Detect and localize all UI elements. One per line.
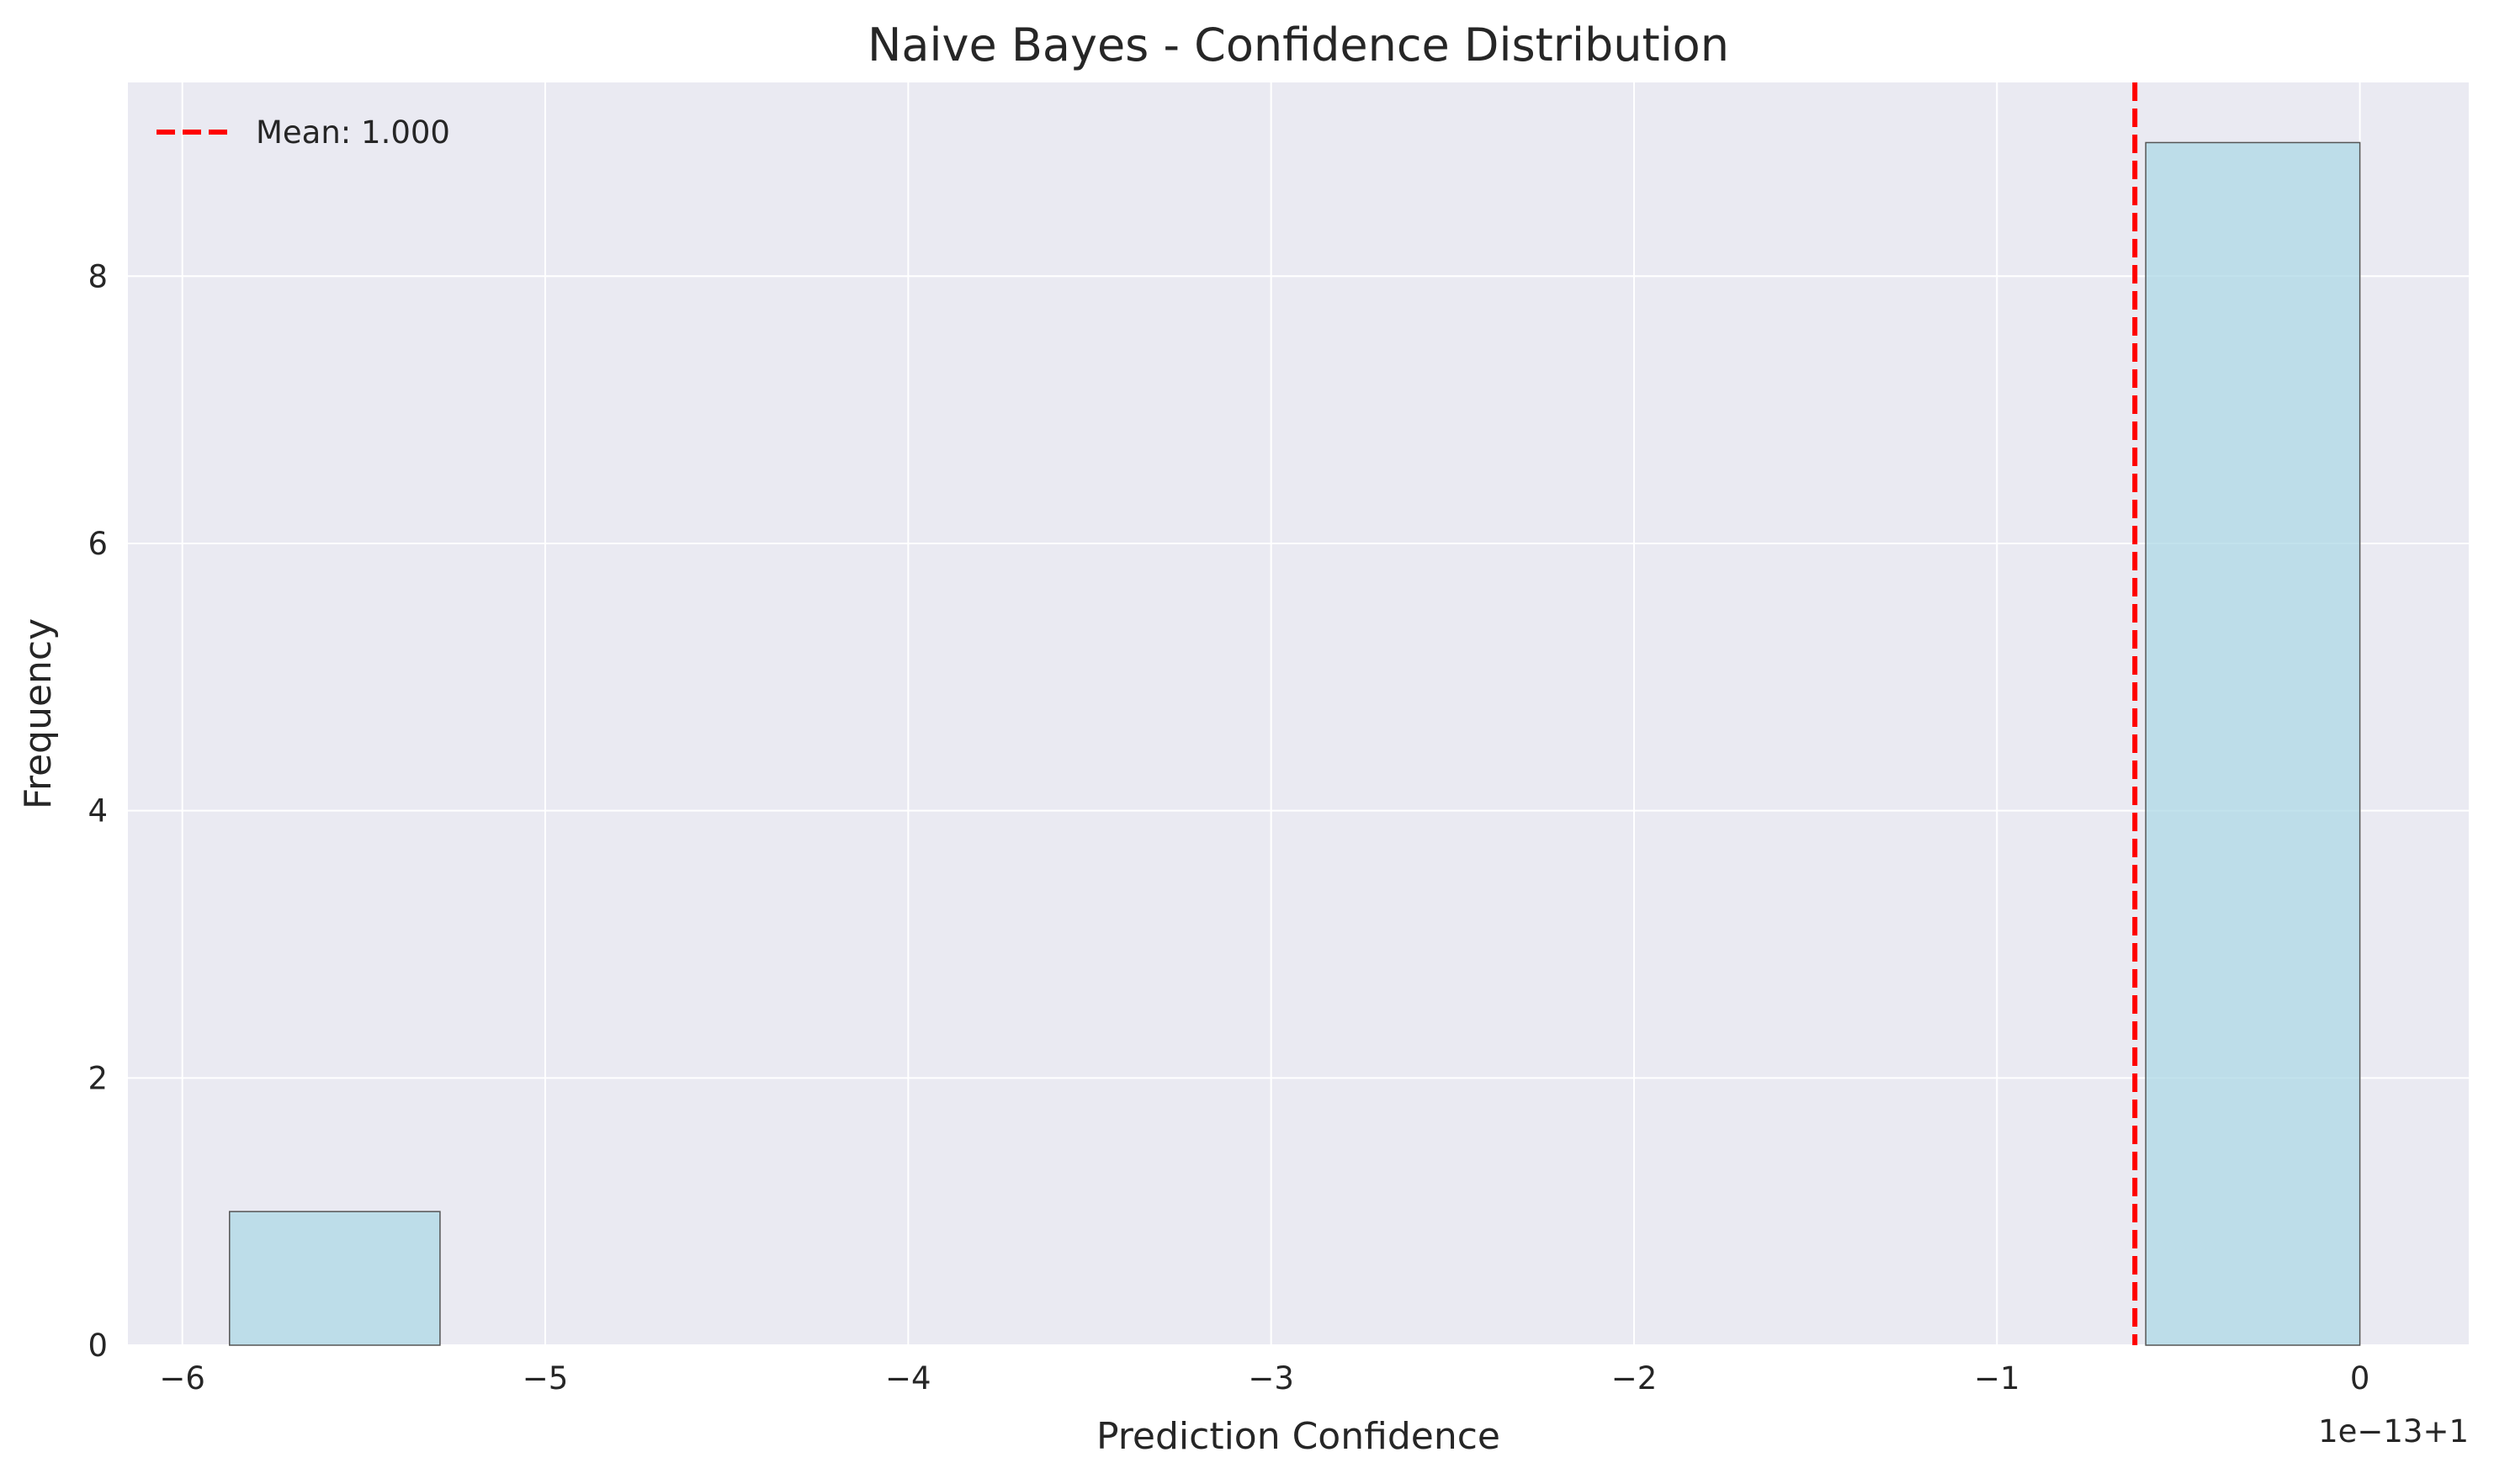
legend: Mean: 1.000	[157, 114, 450, 151]
y-tick-label: 2	[88, 1060, 108, 1096]
x-tick-label: −2	[1611, 1360, 1658, 1397]
legend-label-mean: Mean: 1.000	[256, 114, 450, 151]
y-tick-label: 4	[88, 793, 108, 829]
x-tick-label: −4	[885, 1360, 931, 1397]
x-tick-label: −1	[1974, 1360, 2020, 1397]
y-tick-label: 0	[88, 1328, 108, 1364]
x-axis-label: Prediction Confidence	[1096, 1415, 1500, 1458]
x-tick-label: −5	[523, 1360, 569, 1397]
histogram-bar	[229, 1211, 441, 1346]
histogram-bars	[229, 141, 2361, 1346]
chart-title: Naive Bayes - Confidence Distribution	[868, 19, 1729, 72]
y-axis-label: Frequency	[17, 618, 60, 809]
y-axis-ticks: 0 2 4 6 8	[88, 258, 108, 1364]
x-tick-label: 0	[2350, 1360, 2370, 1397]
plot-area	[128, 82, 2469, 1345]
x-axis-ticks: −6 −5 −4 −3 −2 −1 0	[159, 1360, 2369, 1397]
histogram-bar	[2145, 141, 2361, 1346]
x-tick-label: −3	[1248, 1360, 1294, 1397]
x-tick-label: −6	[159, 1360, 205, 1397]
x-axis-offset-text: 1e−13+1	[2318, 1413, 2469, 1450]
y-tick-label: 6	[88, 526, 108, 562]
y-tick-label: 8	[88, 258, 108, 294]
grid-lines	[128, 82, 2469, 1346]
